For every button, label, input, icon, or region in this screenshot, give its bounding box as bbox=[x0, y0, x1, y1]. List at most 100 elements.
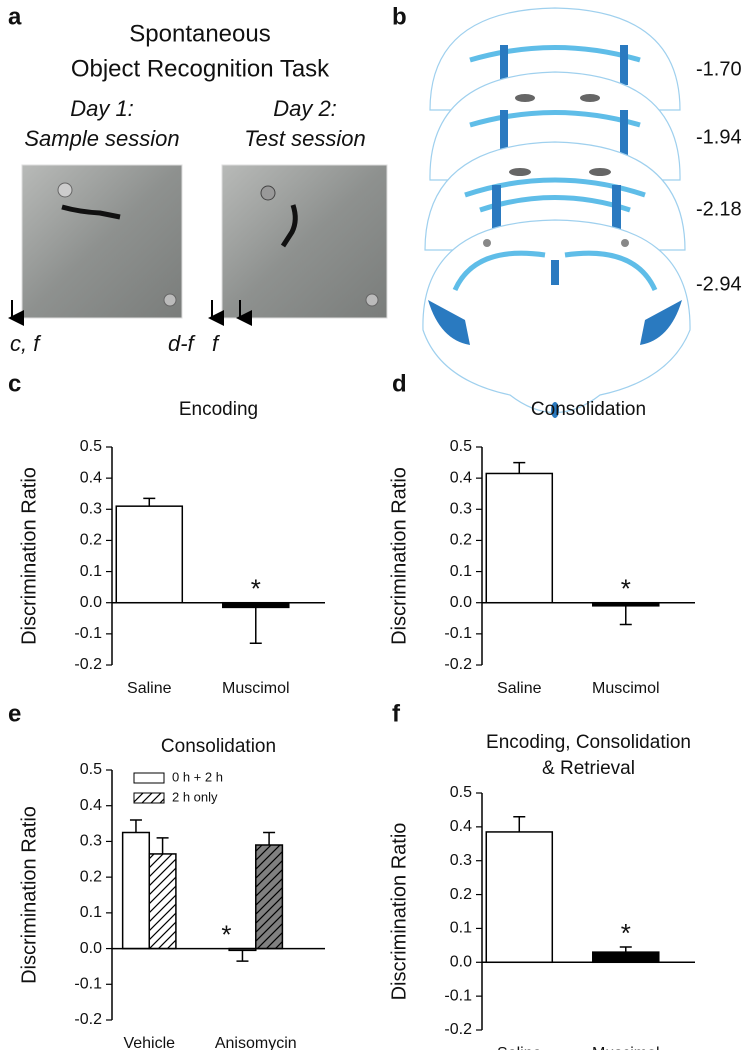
error-bar bbox=[513, 461, 526, 474]
y-axis-label: Discrimination Ratio bbox=[388, 467, 410, 645]
error-bar bbox=[236, 950, 249, 962]
x-tick-label: Anisomycin bbox=[215, 1035, 297, 1050]
y-tick-label: -0.2 bbox=[444, 1021, 472, 1038]
y-tick-label: 0.0 bbox=[80, 940, 102, 957]
x-tick-label: Saline bbox=[497, 1045, 542, 1050]
x-tick-label: Vehicle bbox=[123, 1035, 175, 1050]
panel-b: b -1.70 -1.94 -2.18 -2.94 bbox=[392, 3, 742, 418]
error-bar bbox=[619, 605, 632, 626]
y-tick-label: 0.0 bbox=[450, 954, 472, 971]
y-tick-label: 0.4 bbox=[450, 818, 472, 835]
title-line: Object Recognition Task bbox=[71, 55, 330, 82]
y-tick-label: 0.1 bbox=[80, 904, 102, 921]
y-tick-label: -0.2 bbox=[74, 656, 102, 673]
panel-letter: a bbox=[8, 3, 22, 30]
bregma-level: -2.94 bbox=[696, 273, 742, 295]
x-tick-label: Saline bbox=[127, 680, 172, 697]
significance-marker: * bbox=[251, 574, 261, 604]
brain-section bbox=[424, 141, 686, 251]
y-tick-label: 0.2 bbox=[450, 886, 472, 903]
panel-a: a Spontaneous Object Recognition Task Da… bbox=[8, 3, 388, 356]
bregma-level: -1.70 bbox=[696, 58, 742, 80]
y-tick-label: 0.5 bbox=[450, 784, 472, 801]
chart-panel: f Encoding, Consolidation & Retrieval Discr… bbox=[388, 700, 695, 1050]
y-tick-label: 0.5 bbox=[80, 761, 102, 778]
significance-marker: * bbox=[621, 574, 631, 604]
object bbox=[57, 182, 73, 198]
chart-panel: d Consolidation Discrimination Ratio -0.2 -0… bbox=[388, 370, 695, 697]
session-label: Sample session bbox=[24, 126, 179, 151]
error-bar bbox=[143, 497, 156, 507]
chart-title: Consolidation bbox=[531, 399, 646, 420]
chart-title: & Retrieval bbox=[542, 758, 635, 779]
significance-marker: * bbox=[621, 918, 631, 948]
y-tick-label: -0.1 bbox=[74, 976, 102, 993]
title-line: Spontaneous bbox=[129, 20, 270, 47]
y-tick-label: 0.3 bbox=[450, 501, 472, 518]
arrow-label: c, f bbox=[10, 331, 42, 356]
session-label: Test session bbox=[244, 126, 365, 151]
legend-label: 0 h + 2 h bbox=[172, 769, 223, 784]
error-bar bbox=[249, 607, 262, 644]
panel-letter: d bbox=[392, 370, 407, 397]
y-tick-label: 0.2 bbox=[80, 532, 102, 549]
bar bbox=[148, 853, 177, 950]
error-bar bbox=[156, 837, 169, 854]
bregma-level: -2.18 bbox=[696, 198, 742, 220]
chart-title: Encoding bbox=[179, 399, 258, 420]
error-bar bbox=[129, 819, 142, 833]
legend-swatch bbox=[133, 772, 165, 784]
error-bar bbox=[263, 831, 276, 845]
y-tick-label: 0.1 bbox=[80, 563, 102, 580]
x-tick-label: Saline bbox=[497, 680, 542, 697]
error-bar bbox=[513, 815, 526, 832]
chart-panel: e Consolidation Discrimination Ratio -0.2 -0… bbox=[8, 700, 325, 1050]
y-tick-label: 0.4 bbox=[450, 469, 472, 486]
chart-panel: c Encoding Discrimination Ratio -0.2 -0.1 0.0… bbox=[8, 370, 325, 697]
legend-swatch bbox=[133, 792, 165, 804]
y-tick-label: -0.2 bbox=[74, 1011, 102, 1028]
y-axis-label: Discrimination Ratio bbox=[18, 806, 40, 984]
chart-title: Consolidation bbox=[161, 736, 276, 757]
y-tick-label: 0.0 bbox=[80, 594, 102, 611]
y-tick-label: 0.3 bbox=[80, 833, 102, 850]
y-tick-label: -0.1 bbox=[444, 625, 472, 642]
bar bbox=[592, 951, 660, 964]
y-tick-label: -0.2 bbox=[444, 656, 472, 673]
y-tick-label: 0.2 bbox=[450, 532, 472, 549]
panel-letter: e bbox=[8, 700, 21, 727]
mouse bbox=[61, 204, 121, 220]
bar bbox=[255, 844, 284, 950]
chart-title: Encoding, Consolidation bbox=[486, 732, 691, 753]
arena-photo bbox=[221, 164, 388, 319]
x-tick-label: Muscimol bbox=[592, 1045, 660, 1050]
arena-photo bbox=[21, 164, 183, 319]
session-label: Day 1: bbox=[70, 96, 134, 121]
arrow-label: d-f bbox=[168, 331, 197, 356]
y-tick-label: 0.1 bbox=[450, 563, 472, 580]
y-tick-label: 0.2 bbox=[80, 868, 102, 885]
y-tick-label: 0.3 bbox=[80, 501, 102, 518]
y-tick-label: -0.1 bbox=[74, 625, 102, 642]
error-bar bbox=[619, 946, 632, 953]
session-label: Day 2: bbox=[273, 96, 337, 121]
x-tick-label: Muscimol bbox=[222, 680, 290, 697]
bar bbox=[121, 831, 151, 950]
panel-letter: f bbox=[392, 700, 401, 727]
object bbox=[260, 185, 276, 201]
object bbox=[365, 293, 379, 307]
y-tick-label: 0.3 bbox=[450, 852, 472, 869]
bregma-level: -1.94 bbox=[696, 126, 742, 148]
y-tick-label: 0.4 bbox=[80, 797, 102, 814]
x-tick-label: Muscimol bbox=[592, 680, 660, 697]
significance-marker: * bbox=[221, 919, 231, 949]
panel-letter: b bbox=[392, 3, 407, 30]
y-tick-label: -0.1 bbox=[444, 987, 472, 1004]
bar bbox=[485, 472, 554, 604]
bar bbox=[485, 831, 554, 964]
y-tick-label: 0.5 bbox=[80, 438, 102, 455]
y-tick-label: 0.0 bbox=[450, 594, 472, 611]
y-tick-label: 0.1 bbox=[450, 920, 472, 937]
y-tick-label: 0.4 bbox=[80, 469, 102, 486]
